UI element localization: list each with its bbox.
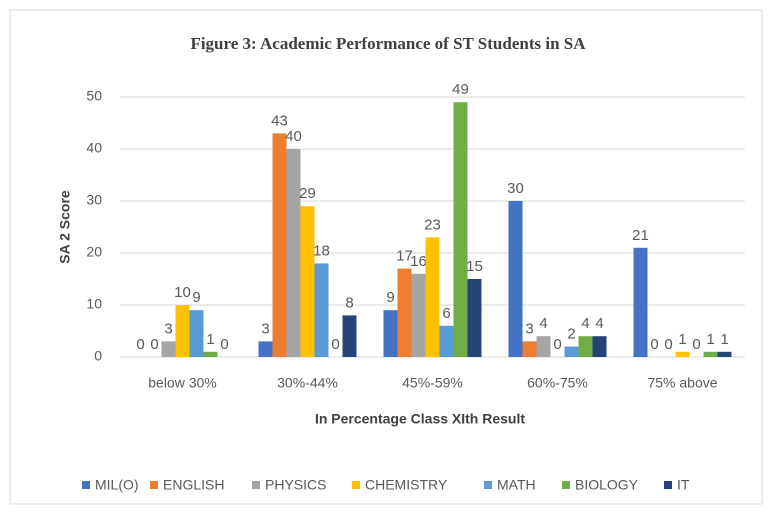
- x-tick-label: below 30%: [148, 375, 217, 391]
- bar: [411, 273, 426, 357]
- legend-swatch: [664, 481, 672, 489]
- bar: [536, 336, 551, 357]
- legend-swatch: [252, 481, 260, 489]
- legend-label: MIL(O): [95, 477, 139, 493]
- x-tick-label: 60%-75%: [527, 375, 588, 391]
- bar: [592, 336, 607, 357]
- data-label: 4: [581, 315, 589, 332]
- y-tick-label: 0: [94, 348, 102, 364]
- y-tick-label: 50: [86, 88, 102, 104]
- bar: [272, 133, 287, 357]
- data-label: 0: [553, 336, 561, 353]
- bar: [703, 351, 718, 357]
- bar: [286, 149, 301, 357]
- y-tick-label: 30: [86, 192, 102, 208]
- y-tick-label: 20: [86, 244, 102, 260]
- x-axis-title: In Percentage Class XIth Result: [315, 411, 525, 427]
- legend-label: IT: [677, 477, 690, 493]
- y-tick-label: 10: [86, 296, 102, 312]
- bar: [717, 351, 732, 357]
- data-label: 1: [206, 331, 214, 348]
- data-label: 17: [396, 248, 413, 265]
- data-label: 0: [664, 336, 672, 353]
- data-label: 1: [720, 331, 728, 348]
- data-label: 1: [678, 331, 686, 348]
- data-label: 9: [192, 289, 200, 306]
- data-label: 8: [345, 294, 353, 311]
- data-label: 3: [525, 320, 533, 337]
- legend-label: PHYSICS: [265, 477, 326, 493]
- bar: [522, 341, 537, 357]
- data-label: 49: [452, 81, 469, 98]
- data-label: 0: [650, 336, 658, 353]
- x-tick-label: 75% above: [647, 375, 717, 391]
- data-label: 29: [299, 185, 316, 202]
- bar: [203, 351, 218, 357]
- legend-swatch: [484, 481, 492, 489]
- data-label: 15: [466, 258, 483, 275]
- data-label: 43: [271, 112, 288, 129]
- data-label: 6: [442, 305, 450, 322]
- legend-swatch: [352, 481, 360, 489]
- legend-label: MATH: [497, 477, 536, 493]
- data-label: 3: [164, 320, 172, 337]
- data-label: 10: [174, 284, 191, 301]
- bar: [383, 310, 398, 357]
- bar: [578, 336, 593, 357]
- data-label: 3: [261, 320, 269, 337]
- bar: [161, 341, 176, 357]
- y-tick-label: 40: [86, 140, 102, 156]
- data-label: 21: [632, 227, 649, 244]
- bar: [633, 247, 648, 357]
- legend-swatch: [150, 481, 158, 489]
- data-label: 0: [331, 336, 339, 353]
- x-tick-label: 30%-44%: [277, 375, 338, 391]
- bar: [258, 341, 273, 357]
- legend-label: ENGLISH: [163, 477, 224, 493]
- data-label: 4: [595, 315, 603, 332]
- data-label: 30: [507, 180, 524, 197]
- x-tick-label: 45%-59%: [402, 375, 463, 391]
- legend-label: CHEMISTRY: [365, 477, 448, 493]
- bar: [564, 346, 579, 357]
- bar: [508, 201, 523, 357]
- bar: [175, 305, 190, 357]
- bar: [397, 268, 412, 357]
- legend-label: BIOLOGY: [575, 477, 639, 493]
- bar: [425, 237, 440, 357]
- data-label: 23: [424, 216, 441, 233]
- data-label: 0: [150, 336, 158, 353]
- data-label: 2: [567, 326, 575, 343]
- legend-swatch: [562, 481, 570, 489]
- data-label: 18: [313, 242, 330, 259]
- data-label: 1: [706, 331, 714, 348]
- data-label: 4: [539, 315, 547, 332]
- data-label: 9: [386, 289, 394, 306]
- data-label: 0: [136, 336, 144, 353]
- legend-swatch: [82, 481, 90, 489]
- data-label: 0: [220, 336, 228, 353]
- bar: [342, 315, 357, 357]
- bar: [300, 206, 315, 357]
- data-label: 16: [410, 253, 427, 270]
- bar: [314, 263, 329, 357]
- bar: [467, 279, 482, 357]
- bar: [675, 351, 690, 357]
- y-axis-title: SA 2 Score: [57, 190, 73, 264]
- bar: [453, 102, 468, 357]
- bar: [439, 325, 454, 357]
- data-label: 40: [285, 128, 302, 145]
- bar: [189, 310, 204, 357]
- chart-title: Figure 3: Academic Performance of ST Stu…: [190, 34, 586, 53]
- data-label: 0: [692, 336, 700, 353]
- chart-frame: [9, 9, 763, 505]
